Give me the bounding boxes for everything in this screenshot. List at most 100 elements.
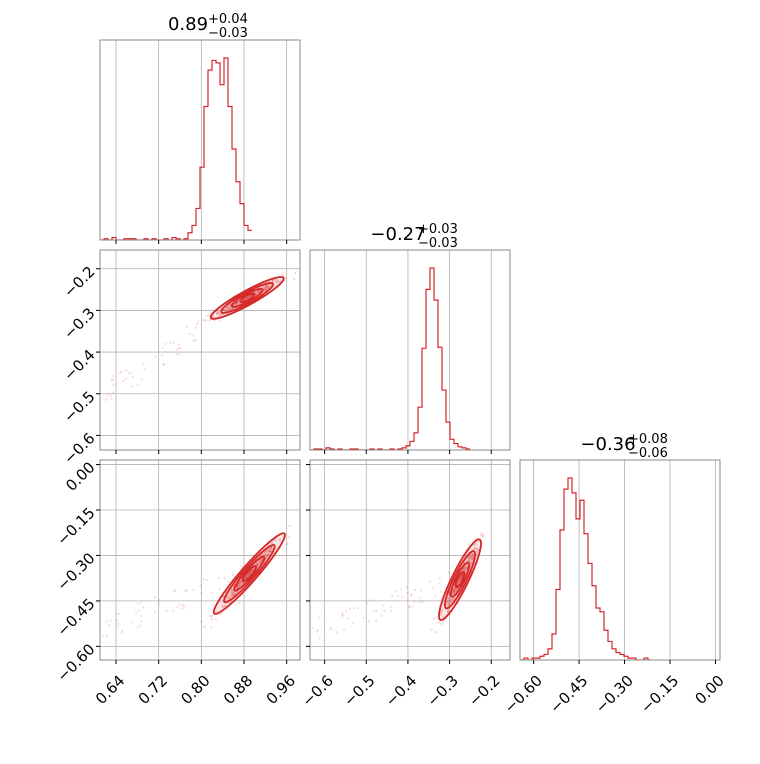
sample-point [245,296,249,300]
contour-level [223,543,276,604]
sample-point [264,550,267,554]
sample-point [140,377,143,381]
sample-point [480,531,483,535]
sample-point [106,398,109,401]
sample-point [143,368,146,371]
sample-point [316,630,319,633]
sample-point [438,582,441,585]
sample-point [141,606,145,609]
sample-point [453,588,456,591]
sample-point [161,353,164,356]
sample-point [274,280,278,283]
sample-point [217,312,221,316]
sample-point [226,307,229,311]
sample-point [219,313,222,316]
sample-point [446,600,450,603]
sample-point [362,616,365,620]
sample-point [428,580,431,583]
sample-point [154,610,157,613]
sample-point [335,631,339,634]
sample-point [109,394,112,398]
sample-point [255,561,259,565]
x-tick-label: −0.60 [501,672,546,717]
sample-point [341,614,345,618]
sample-point [471,556,474,559]
sample-point [250,294,253,297]
sample-point [139,624,142,627]
sample-point [248,570,252,574]
sample-point [162,363,165,366]
sample-point [439,610,443,613]
sample-point [197,320,200,323]
sample-point [200,620,203,623]
sample-point [177,347,180,350]
sample-point [230,591,234,594]
sample-point [247,572,250,575]
sample-point [105,634,109,637]
sample-point [101,634,104,637]
sample-point [468,555,471,558]
sample-point [246,573,249,577]
sample-point [241,581,245,585]
sample-point [408,605,411,608]
sample-point [349,607,352,611]
sample-point [192,588,195,592]
sample-point [208,319,211,322]
sample-point [318,637,321,640]
sample-point [293,277,296,280]
sample-point [120,370,123,373]
sample-point [244,576,247,579]
sample-point [209,614,212,618]
sample-point [214,617,218,621]
sample-point [255,563,259,567]
sample-point [278,279,282,283]
sample-point [440,590,443,594]
sample-point [203,625,207,629]
sample-point [480,534,483,537]
sample-point [433,595,437,598]
y-tick-label: −0.6 [60,429,98,467]
contour-level [233,555,266,592]
sample-point [216,311,219,315]
sample-point [112,383,115,386]
sample-point [237,299,241,303]
sample-point [239,580,243,584]
histogram-step-1 [310,267,470,450]
sample-point [352,606,356,610]
sample-point [373,609,376,613]
sample-point [448,601,452,604]
sample-point [267,550,270,554]
sample-point [264,287,268,291]
sample-point [224,309,227,312]
sample-point [343,628,346,631]
contour-level [241,565,258,583]
sample-point [448,592,451,595]
sample-point [103,398,106,401]
sample-point [116,612,119,615]
sample-point [267,285,271,289]
sample-point [275,281,278,284]
sample-point [329,628,333,631]
y-tick-label: −0.3 [60,304,98,342]
sample-point [264,284,268,287]
sample-point [223,577,226,580]
sample-point [172,609,175,612]
sample-point [127,372,131,375]
sample-point [471,552,475,556]
x-tick-label: −0.15 [637,672,682,717]
y-tick-label: −0.4 [60,346,98,384]
sample-point [203,319,206,322]
sample-point [188,332,191,336]
sample-point [467,556,470,559]
y-tick-label: −0.5 [60,388,98,426]
sample-point [419,589,423,592]
sample-point [464,567,467,570]
y-tick-label: −0.45 [53,595,98,640]
sample-point [267,549,271,553]
sample-point [409,594,412,597]
sample-point [461,575,464,578]
sample-point [459,576,462,580]
sample-point [288,524,292,528]
sample-point [457,580,460,584]
